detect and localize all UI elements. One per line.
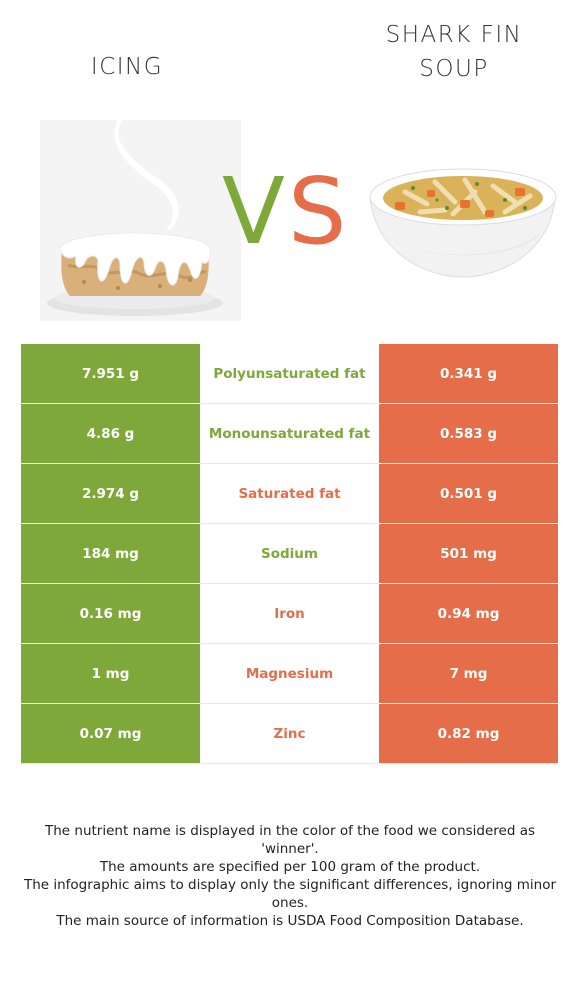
nutrient-name: Monounsaturated fat <box>208 425 371 442</box>
icing-value: 7.951 g <box>21 344 200 404</box>
table-row: 0.16 mg Iron 0.94 mg <box>21 584 558 644</box>
icing-value: 184 mg <box>21 524 200 584</box>
table-row: 1 mg Magnesium 7 mg <box>21 644 558 704</box>
soup-value: 501 mg <box>379 524 558 584</box>
table-row: 4.86 g Monounsaturated fat 0.583 g <box>21 404 558 464</box>
food-title-shark-fin-soup: SHARK FIN SOUP <box>350 18 558 86</box>
nutrient-name: Sodium <box>261 545 318 562</box>
vs-s-letter: S <box>288 158 347 265</box>
shark-fin-soup-image <box>365 152 560 282</box>
table-row: 184 mg Sodium 501 mg <box>21 524 558 584</box>
food-title-line-2: SOUP <box>419 56 489 82</box>
footnote-significance: The infographic aims to display only the… <box>23 877 557 911</box>
footnote-source: The main source of information is USDA F… <box>56 913 524 929</box>
nutrient-name: Polyunsaturated fat <box>213 365 366 382</box>
soup-value: 0.501 g <box>379 464 558 524</box>
vs-v-letter: V <box>222 158 285 265</box>
footnote-amounts: The amounts are specified per 100 gram o… <box>99 859 481 875</box>
icing-value: 1 mg <box>21 644 200 704</box>
soup-value: 0.82 mg <box>379 704 558 763</box>
nutrient-name: Magnesium <box>245 665 334 682</box>
icing-value: 0.16 mg <box>21 584 200 644</box>
table-row: 0.07 mg Zinc 0.82 mg <box>21 704 558 764</box>
nutrient-name: Zinc <box>273 725 306 742</box>
vs-label: V S <box>222 162 352 262</box>
soup-value: 7 mg <box>379 644 558 704</box>
food-title-line-1: SHARK FIN <box>385 22 523 48</box>
food-title-icing: ICING <box>90 54 164 80</box>
icing-value: 0.07 mg <box>21 704 200 763</box>
icing-image <box>40 120 241 321</box>
soup-value: 0.341 g <box>379 344 558 404</box>
table-row: 2.974 g Saturated fat 0.501 g <box>21 464 558 524</box>
nutrient-name: Iron <box>274 605 305 622</box>
comparison-table: 7.951 g Polyunsaturated fat 0.341 g 4.86… <box>21 344 558 764</box>
icing-value: 2.974 g <box>21 464 200 524</box>
table-row: 7.951 g Polyunsaturated fat 0.341 g <box>21 344 558 404</box>
nutrient-name: Saturated fat <box>238 485 341 502</box>
soup-value: 0.94 mg <box>379 584 558 644</box>
soup-value: 0.583 g <box>379 404 558 464</box>
footnotes: The nutrient name is displayed in the co… <box>20 822 560 930</box>
footnote-winner-color: The nutrient name is displayed in the co… <box>44 823 536 857</box>
icing-value: 4.86 g <box>21 404 200 464</box>
